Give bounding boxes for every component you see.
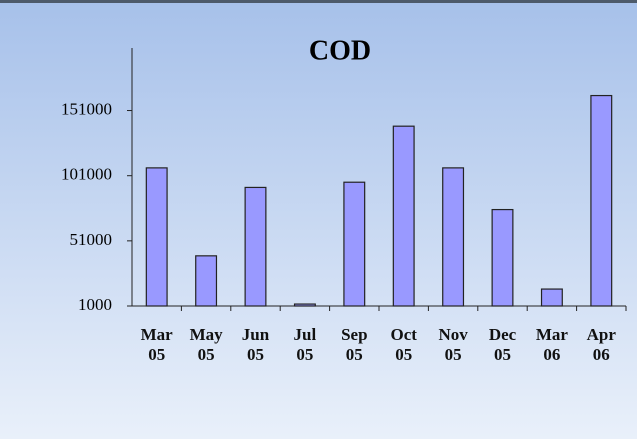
bar	[442, 167, 465, 307]
chart-svg: COD 1000 51000 101000 151000	[61, 35, 627, 314]
x-tick-label: Dec 05	[488, 325, 517, 364]
x-tick-label: Oct 05	[390, 325, 417, 364]
bar	[540, 288, 563, 307]
y-tick-label: 1000	[78, 295, 112, 314]
bar	[392, 125, 415, 307]
bar	[293, 303, 316, 307]
x-tick-label: Sep 05	[341, 325, 368, 364]
x-tick-label: Jun 05	[241, 325, 270, 364]
bar	[343, 181, 366, 307]
bar	[491, 208, 514, 307]
chart-title: COD	[309, 35, 371, 66]
y-tick-label: 51000	[70, 230, 113, 249]
bar	[590, 94, 613, 307]
bar	[244, 186, 267, 307]
x-tick-label: Mar 05	[140, 325, 173, 364]
x-tick-label: Nov 05	[438, 325, 468, 364]
x-tick-label: Jul 05	[293, 325, 317, 364]
bar	[145, 167, 168, 307]
x-tick-label: Apr 06	[586, 325, 616, 364]
bar	[195, 255, 218, 307]
x-tick-label: May 05	[189, 325, 223, 364]
x-tick-label: Mar 06	[535, 325, 568, 364]
y-tick-label: 151000	[61, 99, 112, 118]
y-tick-label: 101000	[61, 165, 112, 184]
